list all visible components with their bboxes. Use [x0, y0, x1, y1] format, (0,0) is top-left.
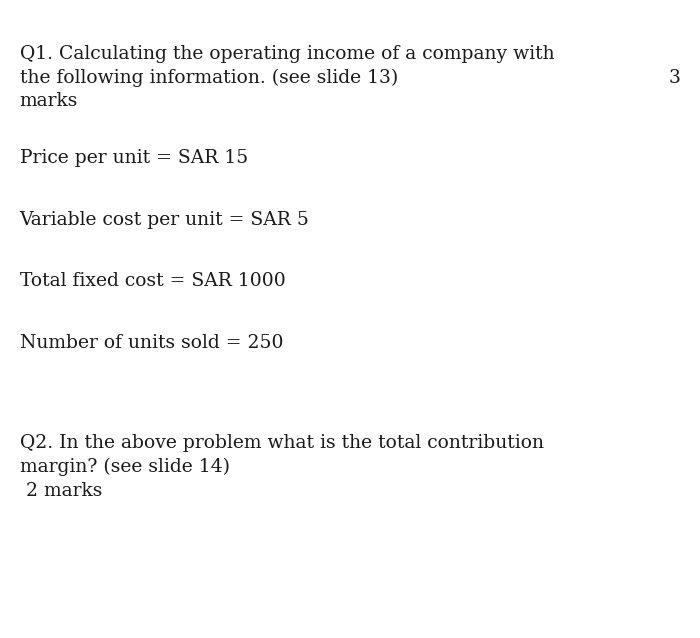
Text: margin? (see slide 14): margin? (see slide 14): [20, 458, 230, 476]
Text: marks: marks: [20, 93, 78, 110]
Text: Total fixed cost = SAR 1000: Total fixed cost = SAR 1000: [20, 272, 286, 290]
Text: Q2. In the above problem what is the total contribution: Q2. In the above problem what is the tot…: [20, 434, 544, 452]
Text: Variable cost per unit = SAR 5: Variable cost per unit = SAR 5: [20, 211, 309, 229]
Text: Price per unit = SAR 15: Price per unit = SAR 15: [20, 149, 248, 167]
Text: the following information. (see slide 13): the following information. (see slide 13…: [20, 69, 398, 87]
Text: 3: 3: [668, 69, 680, 87]
Text: 2 marks: 2 marks: [20, 482, 102, 500]
Text: Number of units sold = 250: Number of units sold = 250: [20, 334, 283, 352]
Text: Q1. Calculating the operating income of a company with: Q1. Calculating the operating income of …: [20, 45, 554, 63]
